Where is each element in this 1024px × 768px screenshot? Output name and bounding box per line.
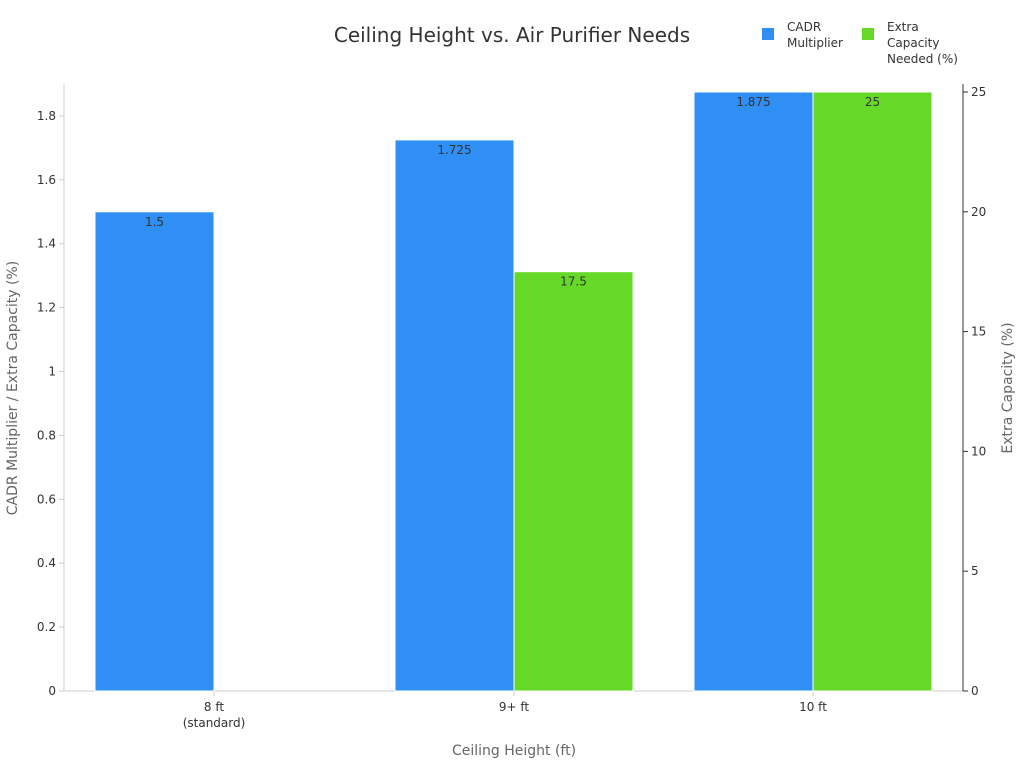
x-tick-label: 8 ft — [204, 700, 224, 714]
y-axis-label-left: CADR Multiplier / Extra Capacity (%) — [5, 261, 21, 515]
legend-swatch — [862, 28, 874, 40]
y-tick-label-right: 15 — [971, 325, 986, 339]
y-axis-label-right: Extra Capacity (%) — [1000, 322, 1016, 453]
bars: 1.5 1.725 17.5 1.875 25 — [94, 91, 933, 692]
legend-label: Needed (%) — [887, 52, 958, 66]
bar — [693, 91, 814, 692]
y-tick-label-left: 0.2 — [37, 620, 56, 634]
y-tick-label-left: 1.2 — [37, 301, 56, 315]
y-tick-label-left: 1.4 — [37, 237, 56, 251]
bar-value-label: 1.5 — [145, 215, 164, 229]
y-tick-label-left: 1 — [48, 365, 56, 379]
bar — [394, 139, 515, 692]
y-tick-label-right: 10 — [971, 444, 986, 458]
x-tick-label: 10 ft — [799, 700, 827, 714]
legend-label: CADR — [787, 20, 821, 34]
bar-value-label: 1.875 — [736, 95, 770, 109]
x-axis-label: Ceiling Height (ft) — [452, 743, 576, 759]
legend-label: Capacity — [887, 36, 939, 50]
y-tick-label-right: 0 — [971, 684, 979, 698]
y-tick-label-left: 0.8 — [37, 428, 56, 442]
y-tick-label-left: 0 — [48, 684, 56, 698]
bar — [812, 91, 933, 692]
x-tick-label: (standard) — [183, 716, 246, 730]
x-tick-label: 9+ ft — [499, 700, 530, 714]
legend-label: Multiplier — [787, 36, 843, 50]
legend-label: Extra — [887, 20, 919, 34]
y-tick-label-right: 5 — [971, 564, 979, 578]
y-tick-label-left: 0.6 — [37, 492, 56, 506]
y-tick-label-left: 0.4 — [37, 556, 56, 570]
legend-swatch — [762, 28, 774, 40]
bar-value-label: 1.725 — [437, 143, 471, 157]
legend: CADR Multiplier Extra Capacity Needed (%) — [762, 20, 958, 66]
y-tick-label-left: 1.8 — [37, 109, 56, 123]
y-tick-label-left: 1.6 — [37, 173, 56, 187]
bar-value-label: 25 — [865, 95, 880, 109]
bar — [94, 211, 215, 692]
bar-value-label: 17.5 — [560, 275, 587, 289]
y-tick-label-right: 20 — [971, 205, 986, 219]
bar — [513, 271, 634, 692]
chart-title: Ceiling Height vs. Air Purifier Needs — [334, 23, 690, 47]
y-tick-label-right: 25 — [971, 85, 986, 99]
